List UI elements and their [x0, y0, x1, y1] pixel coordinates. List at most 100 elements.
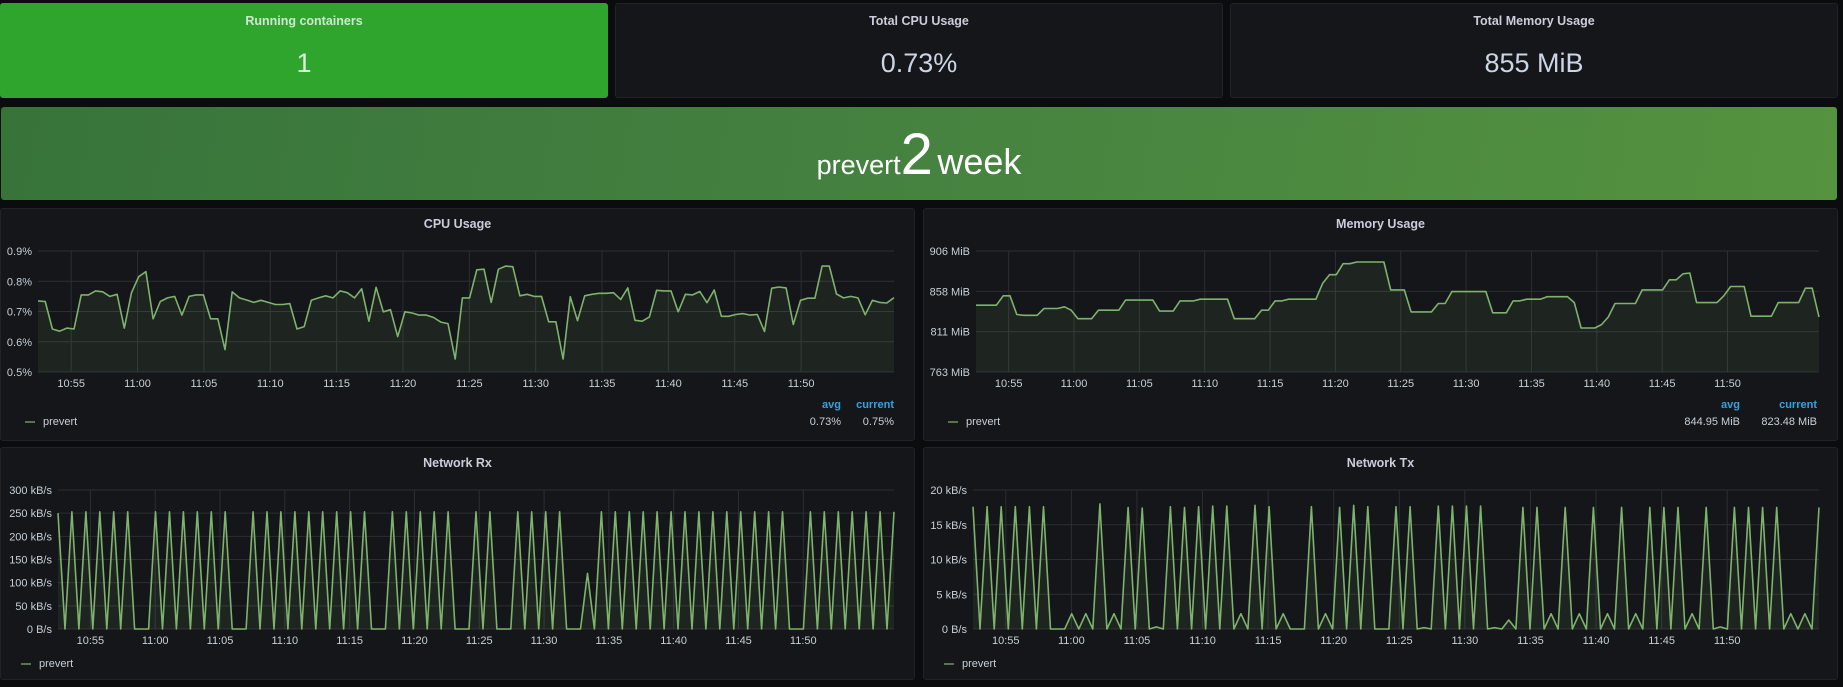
x-tick-label: 10:55 [995, 378, 1023, 390]
y-tick-label: 250 kB/s [9, 508, 52, 520]
x-tick-label: 11:15 [1257, 378, 1284, 390]
uptime-banner[interactable]: prevert2 week [1, 107, 1837, 200]
y-tick-label: 50 kB/s [15, 601, 52, 613]
y-tick-label: 15 kB/s [930, 520, 967, 532]
x-tick-label: 11:20 [401, 635, 428, 647]
x-tick-label: 11:25 [456, 378, 483, 390]
legend-item[interactable]: prevert [944, 658, 996, 670]
series-line-prevert[interactable] [976, 261, 1820, 329]
legend-swatch [944, 663, 954, 666]
y-tick-label: 0.6% [7, 337, 32, 349]
x-tick-label: 11:25 [1386, 635, 1413, 647]
series-area-fill [976, 262, 1819, 372]
y-tick-label: 858 MiB [930, 286, 970, 298]
x-tick-label: 11:00 [1061, 378, 1088, 390]
x-tick-label: 11:30 [531, 635, 558, 647]
x-tick-label: 10:55 [57, 378, 85, 390]
series-line-prevert[interactable] [57, 510, 895, 630]
x-tick-label: 11:05 [1124, 635, 1151, 647]
y-tick-label: 20 kB/s [930, 485, 967, 497]
legend-label: prevert [962, 658, 997, 670]
y-tick-label: 0 B/s [942, 624, 968, 636]
x-tick-label: 11:10 [1191, 378, 1218, 390]
y-tick-label: 200 kB/s [9, 531, 52, 543]
series-line-prevert[interactable] [37, 265, 895, 360]
x-tick-label: 11:35 [595, 635, 622, 647]
legend-label: prevert [43, 416, 78, 428]
panel-title: CPU Usage [423, 217, 492, 231]
x-tick-label: 11:45 [1649, 378, 1676, 390]
y-tick-label: 150 kB/s [9, 555, 52, 567]
series-area-fill [973, 503, 1819, 629]
x-tick-label: 11:20 [1320, 635, 1347, 647]
x-tick-label: 11:30 [1453, 378, 1480, 390]
x-tick-label: 11:35 [1518, 378, 1545, 390]
panel-title: Network Rx [423, 456, 492, 470]
x-tick-label: 11:10 [257, 378, 284, 390]
x-tick-label: 11:15 [323, 378, 350, 390]
x-tick-label: 11:10 [271, 635, 298, 647]
y-tick-label: 811 MiB [930, 327, 970, 339]
cpu-usage-chart[interactable]: 0.5% 0.6% 0.7% 0.8% 0.9% 10:55 11:00 11:05 11:10… [1, 209, 916, 442]
series-area-fill [58, 511, 894, 629]
legend-avg-value: 0.73% [809, 416, 841, 428]
legend-swatch [948, 421, 958, 424]
legend-avg-header[interactable]: avg [822, 399, 841, 411]
x-tick-label: 10:55 [992, 635, 1020, 647]
legend-label: prevert [966, 416, 1001, 428]
x-tick-label: 11:00 [1058, 635, 1085, 647]
y-tick-label: 5 kB/s [936, 589, 967, 601]
panel-network-rx[interactable]: Network Rx 0 B/s 50 kB/s 100 kB/s 150 kB/s 2… [0, 447, 915, 680]
stat-panel-total-memory[interactable]: Total Memory Usage 855 MiB [1230, 3, 1838, 98]
y-tick-label: 10 kB/s [930, 555, 967, 567]
panel-memory-usage[interactable]: Memory Usage 763 MiB 811 MiB 858 MiB 906 Mi… [923, 208, 1838, 441]
x-tick-label: 11:25 [466, 635, 493, 647]
legend-item[interactable]: prevert [25, 416, 77, 428]
panel-cpu-usage[interactable]: CPU Usage 0.5% 0.6% 0.7% 0.8% 0.9% 10:55 11:00… [0, 208, 915, 441]
x-tick-label: 10:55 [77, 635, 105, 647]
uptime-value: 2 [900, 122, 933, 187]
x-tick-label: 11:15 [336, 635, 363, 647]
x-tick-label: 11:30 [1452, 635, 1479, 647]
legend-current-header[interactable]: current [856, 399, 894, 411]
legend-item[interactable]: prevert [948, 416, 1000, 428]
legend-label: prevert [39, 658, 74, 670]
x-tick-label: 11:20 [1322, 378, 1349, 390]
stat-title: Total Memory Usage [1473, 14, 1595, 28]
panel-title: Network Tx [1346, 456, 1415, 470]
x-tick-label: 11:35 [1517, 635, 1544, 647]
x-tick-label: 11:10 [1189, 635, 1216, 647]
stat-title: Running containers [245, 14, 363, 28]
legend-item[interactable]: prevert [21, 658, 73, 670]
stat-value: 855 MiB [1484, 48, 1584, 78]
legend-current-header[interactable]: current [1779, 399, 1817, 411]
x-tick-label: 11:00 [142, 635, 169, 647]
network-tx-chart[interactable]: 0 B/s 5 kB/s 10 kB/s 15 kB/s 20 kB/s 10:55 11:… [924, 448, 1839, 681]
legend-swatch [25, 421, 35, 424]
x-tick-label: 11:05 [1126, 378, 1153, 390]
y-tick-label: 0.9% [7, 246, 32, 258]
y-tick-label: 0.8% [7, 276, 32, 288]
x-tick-label: 11:25 [1387, 378, 1414, 390]
panel-title: Memory Usage [1336, 217, 1425, 231]
y-tick-label: 0.7% [7, 307, 32, 319]
legend-current-value: 0.75% [862, 416, 894, 428]
stat-panel-running-containers[interactable]: Running containers 1 [0, 3, 608, 98]
legend-avg-value: 844.95 MiB [1684, 416, 1740, 428]
stat-panel-total-cpu[interactable]: Total CPU Usage 0.73% [615, 3, 1223, 98]
stat-value: 0.73% [880, 48, 958, 78]
panel-network-tx[interactable]: Network Tx 0 B/s 5 kB/s 10 kB/s 15 kB/s 20 k… [923, 447, 1838, 680]
series-line-prevert[interactable] [972, 503, 1820, 630]
memory-usage-chart[interactable]: 763 MiB 811 MiB 858 MiB 906 MiB 10:55 11:00 11… [924, 209, 1839, 442]
legend-swatch [21, 663, 31, 666]
stat-value: 1 [296, 48, 312, 78]
x-tick-label: 11:45 [1648, 635, 1675, 647]
x-tick-label: 11:50 [790, 635, 817, 647]
x-tick-label: 11:15 [1255, 635, 1282, 647]
y-tick-label: 0.5% [7, 367, 32, 379]
x-tick-label: 11:40 [655, 378, 682, 390]
network-rx-chart[interactable]: 0 B/s 50 kB/s 100 kB/s 150 kB/s 200 kB/s 250 … [1, 448, 916, 681]
legend-avg-header[interactable]: avg [1721, 399, 1740, 411]
x-tick-label: 11:20 [390, 378, 417, 390]
y-tick-label: 300 kB/s [9, 485, 52, 497]
